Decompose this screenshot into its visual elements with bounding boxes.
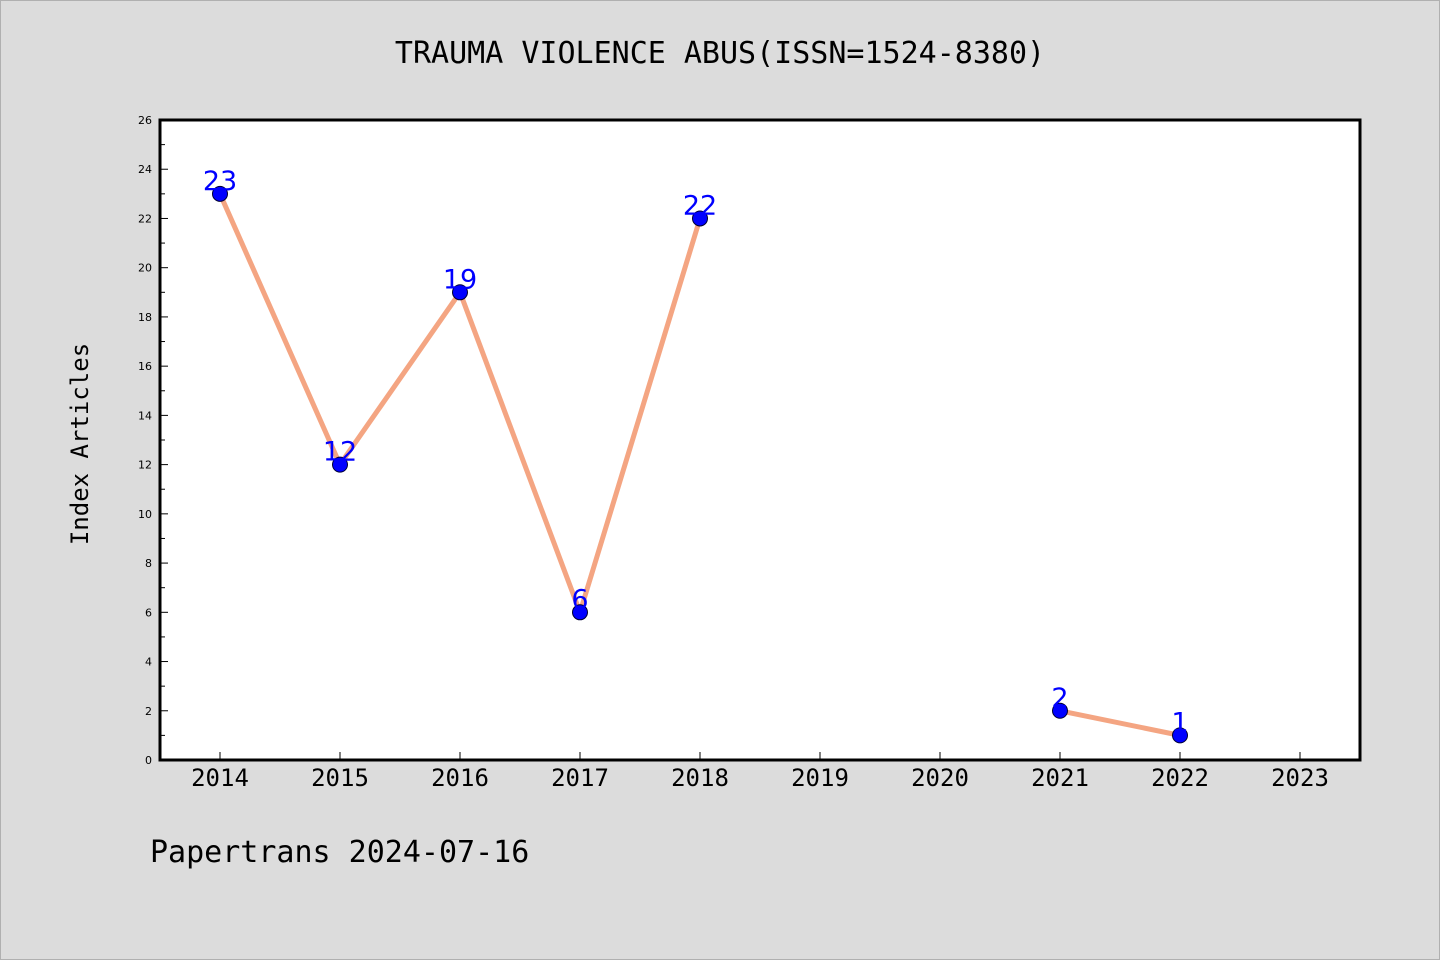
data-point bbox=[452, 284, 468, 301]
data-label: 19 bbox=[443, 264, 477, 295]
y-tick-label: 26 bbox=[138, 114, 152, 127]
data-point bbox=[212, 185, 228, 202]
y-tick-label: 10 bbox=[138, 508, 152, 521]
y-tick-label: 4 bbox=[145, 656, 152, 669]
x-tick-label: 2023 bbox=[1271, 764, 1329, 792]
x-tick-label: 2021 bbox=[1031, 764, 1089, 792]
data-point bbox=[1172, 727, 1188, 744]
data-label: 6 bbox=[571, 584, 588, 615]
y-tick-label: 24 bbox=[138, 163, 152, 176]
data-point bbox=[1052, 702, 1068, 719]
series-line-segment bbox=[1057, 708, 1183, 738]
data-point bbox=[692, 210, 708, 227]
y-tick-label: 8 bbox=[145, 557, 152, 570]
y-tick-label: 2 bbox=[145, 705, 152, 718]
y-tick-label: 18 bbox=[138, 311, 152, 324]
x-tick-label: 2019 bbox=[791, 764, 849, 792]
data-label: 22 bbox=[683, 190, 717, 221]
y-tick-label: 16 bbox=[138, 360, 152, 373]
y-tick-label: 0 bbox=[145, 754, 152, 767]
data-label: 23 bbox=[203, 166, 237, 197]
x-tick-label: 2022 bbox=[1151, 764, 1209, 792]
series-line-segment bbox=[457, 289, 583, 615]
data-point bbox=[332, 456, 348, 473]
data-label: 1 bbox=[1171, 707, 1188, 738]
series-line-segment bbox=[577, 215, 703, 615]
x-tick-label: 2020 bbox=[911, 764, 969, 792]
series-line-segment bbox=[217, 191, 343, 468]
data-label: 2 bbox=[1051, 683, 1068, 714]
y-tick-label: 14 bbox=[138, 409, 152, 422]
x-tick-label: 2014 bbox=[191, 764, 249, 792]
series-line-segment bbox=[337, 289, 463, 468]
y-tick-label: 12 bbox=[138, 459, 152, 472]
plot-border bbox=[158, 118, 1362, 762]
x-tick-label: 2016 bbox=[431, 764, 489, 792]
footer-text: Papertrans 2024-07-16 bbox=[150, 835, 530, 870]
y-tick-label: 22 bbox=[138, 212, 152, 225]
data-label: 12 bbox=[323, 437, 357, 468]
y-tick-label: 6 bbox=[145, 606, 152, 619]
chart-title: TRAUMA VIOLENCE ABUS(ISSN=1524-8380) bbox=[394, 36, 1046, 71]
data-point bbox=[572, 604, 588, 621]
x-tick-label: 2018 bbox=[671, 764, 729, 792]
y-tick-label: 20 bbox=[138, 262, 152, 275]
x-tick-label: 2017 bbox=[551, 764, 609, 792]
x-tick-label: 2015 bbox=[311, 764, 369, 792]
